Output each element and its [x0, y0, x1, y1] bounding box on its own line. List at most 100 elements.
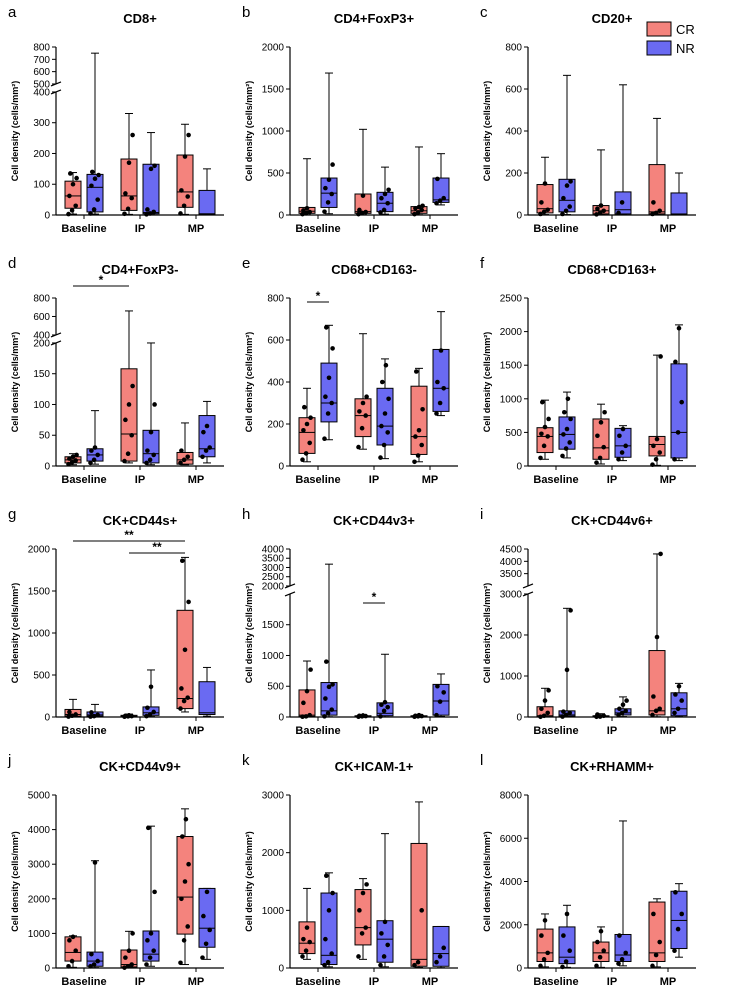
data-point: [539, 431, 544, 437]
data-point: [300, 714, 305, 719]
y-tick-label: 0: [278, 462, 284, 473]
y-tick-label: 4500: [500, 545, 523, 556]
box-cr-mp: [410, 712, 428, 719]
data-point: [616, 210, 621, 216]
data-point: [381, 207, 387, 213]
data-point: [567, 440, 572, 445]
data-point: [650, 712, 655, 718]
data-point: [323, 696, 328, 701]
data-point: [601, 208, 606, 214]
significance-label: *: [99, 273, 104, 287]
data-point: [326, 684, 332, 690]
data-point: [594, 460, 599, 465]
data-point: [200, 955, 205, 960]
data-point: [122, 965, 127, 970]
data-point: [673, 692, 678, 697]
data-point: [546, 688, 551, 693]
data-point: [379, 423, 384, 429]
data-point: [91, 962, 97, 967]
data-point: [561, 195, 566, 201]
panel-letter-h: h: [242, 506, 250, 523]
panel-letter-b: b: [242, 4, 250, 21]
y-tick-label: 1500: [500, 361, 523, 372]
data-point: [650, 963, 655, 969]
y-tick-label: 0: [44, 211, 50, 222]
data-point: [564, 667, 570, 673]
legend-swatch-nr: [646, 40, 672, 56]
box-nr-mp: [670, 172, 688, 216]
x-tick-label: IP: [135, 223, 145, 235]
box-iqr: [670, 890, 688, 950]
data-point: [185, 695, 190, 700]
y-tick-label: 800: [33, 294, 50, 305]
data-point: [147, 955, 153, 960]
box-cr-mp: [410, 367, 428, 465]
data-point: [379, 195, 384, 201]
data-point: [302, 404, 307, 410]
data-point: [651, 694, 656, 699]
data-point: [144, 713, 149, 719]
data-point: [91, 457, 97, 463]
data-point: [676, 683, 682, 689]
y-tick-label: 3000: [28, 860, 51, 871]
box-nr-baseline: [558, 74, 576, 217]
data-point: [560, 453, 565, 459]
data-point: [435, 176, 440, 182]
data-point: [304, 205, 310, 211]
box-cr-baseline: [64, 452, 82, 467]
data-point: [123, 713, 128, 719]
data-point: [380, 379, 385, 385]
data-point: [130, 383, 135, 389]
panel-letter-e: e: [242, 255, 250, 272]
data-point: [597, 210, 603, 216]
data-point: [179, 448, 184, 453]
data-point: [122, 458, 127, 464]
box-iqr: [558, 926, 576, 965]
axis-break-mark: [522, 583, 534, 589]
data-point: [381, 442, 387, 448]
y-axis-label: Cell density (cells/mm²): [482, 583, 492, 684]
data-point: [181, 457, 187, 463]
data-point: [360, 713, 366, 718]
panel-letter-l: l: [480, 752, 483, 769]
box-nr-baseline: [558, 391, 576, 459]
box-cr-baseline: [536, 687, 554, 720]
data-point: [538, 211, 543, 217]
data-point: [207, 927, 212, 933]
x-tick-label: Baseline: [533, 725, 578, 737]
data-point: [201, 429, 206, 435]
box-cr-baseline: [64, 934, 82, 969]
data-point: [567, 204, 572, 209]
data-point: [364, 882, 369, 887]
data-point: [146, 825, 151, 831]
data-point: [67, 456, 72, 461]
panel-title-l: CK+RHAMM+: [570, 759, 654, 774]
y-tick-label: 1000: [28, 629, 51, 640]
x-tick-label: MP: [188, 725, 205, 737]
x-tick-label: Baseline: [295, 223, 340, 235]
data-point: [151, 209, 156, 215]
y-tick-label: 200: [33, 149, 50, 160]
data-point: [679, 399, 684, 405]
data-point: [89, 448, 94, 453]
data-point: [541, 713, 547, 719]
data-point: [595, 939, 600, 945]
x-tick-label: IP: [607, 725, 617, 737]
data-point: [204, 889, 210, 895]
data-point: [419, 442, 425, 448]
data-point: [323, 936, 328, 942]
y-tick-label: 0: [44, 964, 50, 975]
data-point: [568, 608, 573, 613]
box-cr-ip: [120, 930, 138, 970]
data-point: [326, 177, 332, 183]
box-nr-mp: [198, 168, 216, 216]
x-tick-label: IP: [607, 223, 617, 235]
data-point: [676, 325, 682, 331]
data-point: [180, 558, 185, 564]
box-nr-ip: [376, 653, 394, 719]
data-point: [441, 945, 447, 951]
significance-label: *: [372, 590, 377, 604]
data-point: [412, 211, 417, 217]
box-iqr: [198, 887, 216, 948]
